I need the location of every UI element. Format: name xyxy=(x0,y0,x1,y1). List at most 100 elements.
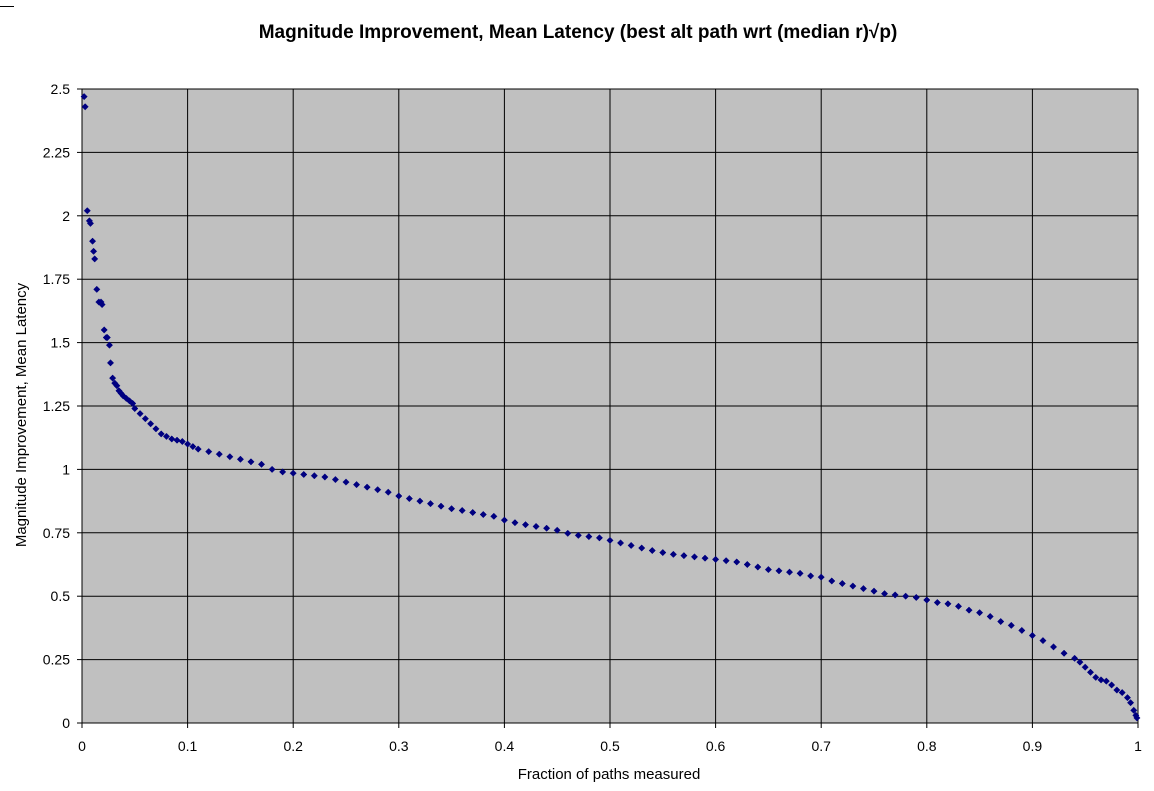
y-axis-title: Magnitude Improvement, Mean Latency xyxy=(13,282,30,547)
data-point xyxy=(690,553,699,561)
data-point xyxy=(131,404,139,413)
data-point xyxy=(189,443,197,451)
x-tick-label: 0.5 xyxy=(600,738,620,754)
data-point xyxy=(500,516,508,524)
data-point xyxy=(1092,673,1100,681)
data-point xyxy=(113,382,121,390)
data-point xyxy=(859,585,867,593)
data-point xyxy=(627,541,635,550)
data-point xyxy=(712,555,720,563)
data-point xyxy=(511,519,519,527)
data-point xyxy=(923,596,931,604)
data-point xyxy=(80,93,88,101)
data-point xyxy=(353,481,361,489)
data-point xyxy=(178,437,186,446)
data-point xyxy=(331,475,339,484)
x-axis-title: Fraction of paths measured xyxy=(518,766,701,783)
tick-labels: 0 0.1 0.2 0.3 0.4 0.5 0.6 0.7 0.8 0.9 1 0 0.25 0.5 0.7… xyxy=(43,81,1142,754)
y-tick-label: 1 xyxy=(62,461,70,477)
y-tick-label: 0 xyxy=(62,715,70,731)
data-point xyxy=(976,609,984,617)
data-point xyxy=(395,492,403,500)
data-point xyxy=(807,572,815,580)
y-tick-label: 2.5 xyxy=(51,81,71,97)
data-point xyxy=(162,432,171,440)
data-point xyxy=(828,577,836,585)
data-point xyxy=(98,301,106,309)
data-point xyxy=(1060,649,1068,657)
data-point xyxy=(205,448,213,456)
data-point xyxy=(105,341,114,349)
data-point xyxy=(83,207,91,215)
data-point xyxy=(458,506,466,515)
y-tick-label: 0.75 xyxy=(43,525,70,541)
data-point xyxy=(595,534,603,542)
data-point xyxy=(90,247,98,255)
data-point xyxy=(129,399,137,408)
data-point xyxy=(289,469,297,477)
data-point xyxy=(1108,681,1116,689)
data-point xyxy=(448,505,456,513)
x-tick-label: 0.6 xyxy=(706,738,726,754)
data-point xyxy=(648,546,656,555)
data-point xyxy=(701,554,709,562)
x-tick-label: 0.4 xyxy=(495,738,515,754)
data-point xyxy=(902,592,910,600)
data-point xyxy=(342,478,350,486)
data-point xyxy=(881,590,889,598)
data-points xyxy=(80,93,1141,722)
x-tick-label: 0.8 xyxy=(917,738,937,754)
data-point xyxy=(743,560,751,569)
data-point xyxy=(437,502,445,510)
data-point xyxy=(103,333,111,342)
data-point xyxy=(986,612,994,621)
data-point xyxy=(226,453,234,461)
chart-title: Magnitude Improvement, Mean Latency (bes… xyxy=(259,22,898,43)
data-point xyxy=(405,495,413,503)
data-point xyxy=(157,430,165,438)
data-point xyxy=(680,552,688,560)
data-point xyxy=(91,255,99,263)
x-tick-label: 0.3 xyxy=(389,738,409,754)
y-tick-label: 2 xyxy=(62,208,70,224)
data-point xyxy=(247,458,255,466)
data-point xyxy=(870,587,878,595)
data-point xyxy=(1097,676,1105,684)
data-point xyxy=(1113,686,1121,694)
data-point xyxy=(1049,643,1058,651)
data-point xyxy=(184,440,192,448)
data-point xyxy=(1123,694,1131,702)
data-point xyxy=(521,521,530,529)
y-tick-label: 1.5 xyxy=(51,335,71,351)
data-point xyxy=(257,460,266,468)
data-point xyxy=(300,470,308,479)
data-point xyxy=(152,425,160,433)
data-point xyxy=(279,468,287,476)
data-point xyxy=(321,473,329,481)
data-point xyxy=(1127,699,1135,707)
data-point xyxy=(817,573,825,581)
data-point xyxy=(933,598,941,607)
x-tick-label: 0.7 xyxy=(811,738,831,754)
data-point xyxy=(384,488,392,496)
data-point xyxy=(100,326,108,334)
data-point xyxy=(194,445,202,453)
y-tick-label: 1.75 xyxy=(43,271,70,287)
data-point xyxy=(374,486,382,494)
x-tick-label: 0.1 xyxy=(178,738,198,754)
y-tick-label: 1.25 xyxy=(43,398,70,414)
data-point xyxy=(147,420,155,428)
data-point xyxy=(310,472,318,480)
y-tick-label: 2.25 xyxy=(43,144,70,160)
data-point xyxy=(764,566,772,574)
data-point xyxy=(469,508,477,517)
data-point xyxy=(838,579,846,588)
data-point xyxy=(775,567,783,575)
data-point xyxy=(1133,714,1141,722)
data-point xyxy=(81,103,89,111)
data-point xyxy=(659,549,667,557)
data-point xyxy=(585,533,593,541)
data-point xyxy=(168,435,176,443)
data-point xyxy=(891,591,899,599)
data-point xyxy=(122,394,130,402)
